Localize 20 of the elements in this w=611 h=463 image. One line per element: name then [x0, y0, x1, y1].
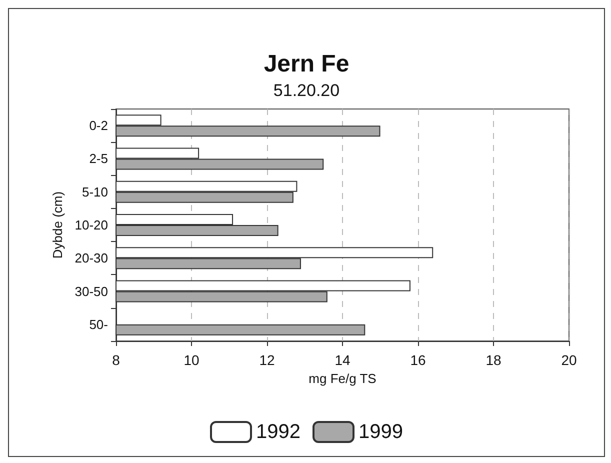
x-tick-label: 12: [259, 352, 275, 368]
x-tick-label: 20: [561, 352, 577, 368]
x-tick-label: 10: [184, 352, 200, 368]
y-tick-label: 0-2: [89, 118, 108, 134]
y-tick-label: 20-30: [74, 250, 108, 266]
y-tick-label: 5-10: [82, 184, 108, 200]
chart-title: Jern Fe: [264, 50, 350, 78]
x-tick-label: 18: [486, 352, 502, 368]
x-tick-label: 8: [112, 352, 120, 368]
chart-subtitle: 51.20.20: [273, 81, 340, 100]
y-tick-label: 10-20: [74, 218, 108, 232]
x-axis-title: mg Fe/g TS: [308, 370, 377, 386]
x-tick-label: 14: [334, 352, 350, 368]
y-axis-title: Dybde (cm): [50, 191, 65, 259]
legend-label: 1999: [358, 421, 403, 443]
y-tick-label: 2-5: [89, 151, 108, 166]
y-tick-label: 50-: [89, 316, 108, 332]
x-tick-label: 16: [410, 352, 426, 368]
y-tick-label: 30-50: [74, 284, 108, 299]
legend-label: 1992: [256, 421, 301, 443]
